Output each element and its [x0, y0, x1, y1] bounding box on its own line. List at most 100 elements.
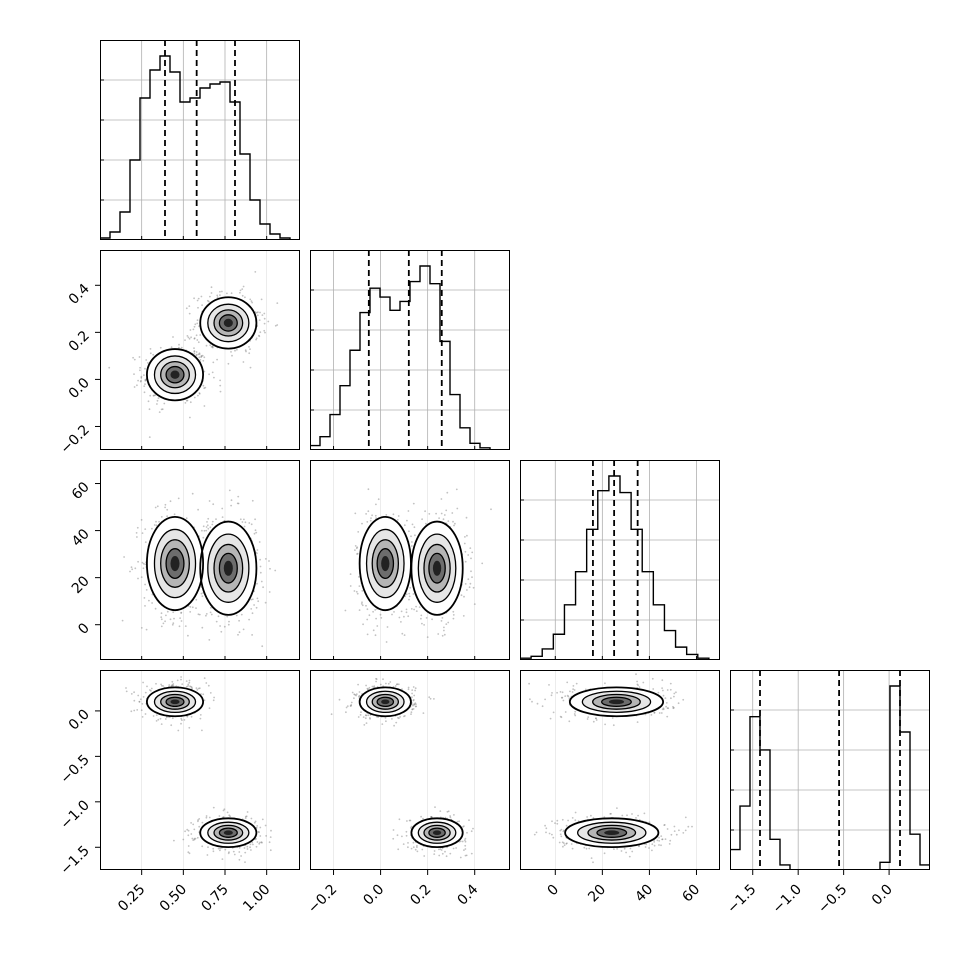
scatter-point	[171, 623, 174, 626]
scatter-point	[255, 311, 258, 314]
scatter-point	[675, 691, 677, 694]
scatter-point	[408, 592, 411, 595]
scatter-point	[447, 621, 450, 624]
scatter-point	[374, 634, 377, 637]
scatter-point	[160, 625, 163, 628]
scatter-point	[230, 504, 233, 507]
scatter-point	[463, 839, 466, 841]
scatter-point	[187, 845, 190, 847]
scatter-point	[447, 520, 450, 522]
scatter-point	[407, 615, 410, 618]
scatter-point	[250, 817, 253, 820]
scatter-point	[197, 819, 199, 821]
scatter-point	[221, 516, 224, 518]
scatter-point	[396, 834, 399, 837]
scatter-point	[452, 610, 455, 613]
scatter-point	[154, 607, 157, 610]
scatter-point	[163, 402, 166, 405]
scatter-point	[238, 846, 241, 849]
scatter-point	[364, 714, 367, 717]
scatter-point	[195, 598, 198, 601]
scatter-point	[145, 628, 148, 631]
scatter-point	[250, 523, 253, 526]
density-level-3	[166, 697, 238, 838]
scatter-point	[160, 408, 163, 411]
scatter-point	[411, 708, 414, 711]
scatter-point	[458, 820, 460, 823]
scatter-point	[213, 376, 215, 379]
scatter-point	[375, 503, 377, 506]
scatter-point	[636, 683, 639, 686]
scatter-point	[569, 690, 571, 693]
scatter-point	[462, 826, 464, 828]
scatter-point	[410, 847, 413, 850]
scatter-point	[249, 348, 251, 350]
scatter-point	[264, 824, 267, 827]
scatter-point	[198, 687, 201, 690]
scatter-point	[164, 506, 166, 509]
scatter-point	[459, 840, 462, 843]
scatter-point	[232, 850, 235, 853]
scatter-point	[192, 839, 195, 841]
scatter-point	[180, 717, 183, 720]
scatter-point	[379, 683, 382, 686]
scatter-point	[200, 356, 202, 358]
scatter-point	[142, 567, 145, 570]
contour-2-1	[423, 543, 451, 593]
contour-3-0	[376, 696, 395, 708]
scatter-point	[443, 514, 446, 516]
scatter-point	[584, 688, 587, 691]
scatter-point	[464, 844, 467, 847]
panel-frame	[520, 460, 720, 660]
scatter-point	[180, 346, 183, 349]
scatter-point	[416, 846, 418, 848]
scatter-point	[155, 524, 158, 527]
scatter-point	[259, 565, 262, 568]
scatter-point	[410, 608, 413, 610]
scatter-point	[203, 370, 206, 373]
scatter-point	[416, 844, 418, 847]
scatter-point	[443, 633, 446, 636]
scatter-point	[143, 597, 146, 599]
scatter-point	[209, 344, 212, 347]
scatter-point	[375, 680, 377, 683]
x-tick-label: −0.2	[305, 882, 340, 917]
scatter-point	[406, 820, 408, 822]
scatter-point	[137, 577, 139, 580]
scatter-point	[249, 843, 252, 846]
scatter-point	[350, 704, 353, 706]
scatter-point	[263, 329, 266, 332]
scatter-point	[412, 846, 415, 849]
scatter-point	[258, 335, 261, 338]
scatter-point	[441, 852, 444, 855]
panel-1-1	[310, 250, 510, 450]
x-tick-label: 0.50	[157, 882, 190, 915]
scatter-point	[573, 713, 576, 715]
scatter-point	[144, 378, 147, 381]
scatter-point	[160, 683, 162, 686]
scatter-point	[129, 570, 131, 573]
scatter-point	[355, 590, 358, 593]
panel-content	[125, 670, 272, 870]
scatter-point	[358, 691, 361, 693]
scatter-point	[396, 683, 399, 686]
scatter-point	[439, 810, 442, 812]
scatter-point	[365, 604, 367, 607]
contour-2-0	[371, 693, 400, 710]
scatter-point	[195, 353, 198, 356]
scatter-point	[449, 815, 451, 817]
scatter-point	[401, 632, 404, 635]
scatter-point	[123, 556, 125, 558]
scatter-point	[463, 825, 465, 827]
scatter-point	[366, 618, 369, 621]
contour-0-1	[199, 296, 258, 350]
scatter-point	[221, 858, 224, 860]
scatter-point	[398, 616, 401, 619]
scatter-point	[261, 818, 264, 821]
scatter-point	[130, 693, 133, 695]
scatter-point	[423, 624, 425, 626]
scatter-point	[356, 592, 359, 595]
scatter-point	[186, 715, 189, 718]
scatter-point	[148, 599, 150, 602]
